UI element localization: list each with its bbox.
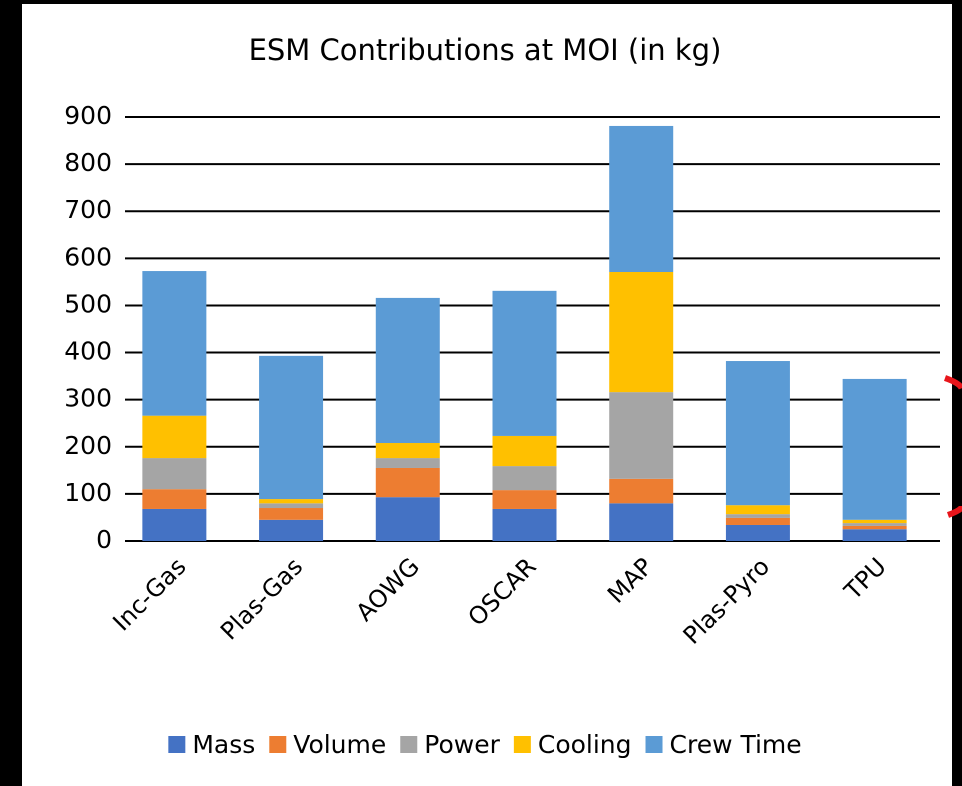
- bar-segment: [609, 478, 674, 504]
- y-tick-label: 300: [64, 384, 112, 413]
- legend-label: Mass: [192, 730, 255, 759]
- legend-label: Cooling: [538, 730, 632, 759]
- bar-segment: [259, 503, 324, 509]
- bar-segment: [609, 125, 674, 272]
- bar-segment: [375, 497, 440, 541]
- bar-segment: [259, 519, 324, 541]
- bar-segment: [142, 458, 207, 490]
- legend-swatch: [513, 736, 531, 753]
- chart-title: ESM Contributions at MOI (in kg): [249, 33, 722, 67]
- bar-segment: [842, 529, 907, 541]
- bar-segment: [842, 523, 907, 526]
- y-tick-label: 500: [64, 289, 112, 318]
- legend: Mass Volume Power Cooling Crew Time: [168, 730, 802, 759]
- y-tick-label: 200: [64, 431, 112, 460]
- legend-label: Volume: [293, 730, 386, 759]
- bar-segment: [725, 505, 790, 515]
- legend-label: Power: [424, 730, 500, 759]
- bar-segment: [142, 489, 207, 509]
- bar-segment: [609, 392, 674, 479]
- bar-segment: [259, 355, 324, 500]
- bar-segment: [609, 271, 674, 393]
- bar-segment: [725, 514, 790, 518]
- y-tick-label: 900: [64, 101, 112, 130]
- bar-segment: [259, 499, 324, 504]
- bar-segment: [375, 443, 440, 459]
- bar-segment: [725, 524, 790, 541]
- y-tick-label: 0: [96, 525, 112, 554]
- y-tick-label: 100: [64, 478, 112, 507]
- y-tick-label: 700: [64, 195, 112, 224]
- bar-segment: [492, 466, 557, 491]
- bar-segment: [842, 525, 907, 530]
- bar-segment: [142, 508, 207, 541]
- bar-segment: [492, 435, 557, 467]
- legend-swatch: [645, 736, 663, 753]
- legend-swatch: [269, 736, 287, 753]
- bar-segment: [492, 508, 557, 541]
- y-tick-label: 800: [64, 148, 112, 177]
- bar-segment: [492, 290, 557, 436]
- bar-segment: [142, 415, 207, 459]
- bar-segment: [142, 271, 207, 416]
- bar-segment: [842, 519, 907, 524]
- bar-segment: [375, 467, 440, 498]
- legend-swatch: [168, 736, 186, 753]
- legend-swatch: [400, 736, 418, 753]
- bar-segment: [609, 503, 674, 541]
- bar-segment: [375, 297, 440, 444]
- bar-segment: [842, 378, 907, 520]
- bar-segment: [492, 490, 557, 509]
- bar-segment: [259, 508, 324, 520]
- bar-segment: [375, 458, 440, 468]
- bar-segment: [725, 517, 790, 525]
- legend-label: Crew Time: [670, 730, 802, 759]
- y-tick-label: 400: [64, 337, 112, 366]
- y-tick-label: 600: [64, 242, 112, 271]
- bar-segment: [725, 361, 790, 506]
